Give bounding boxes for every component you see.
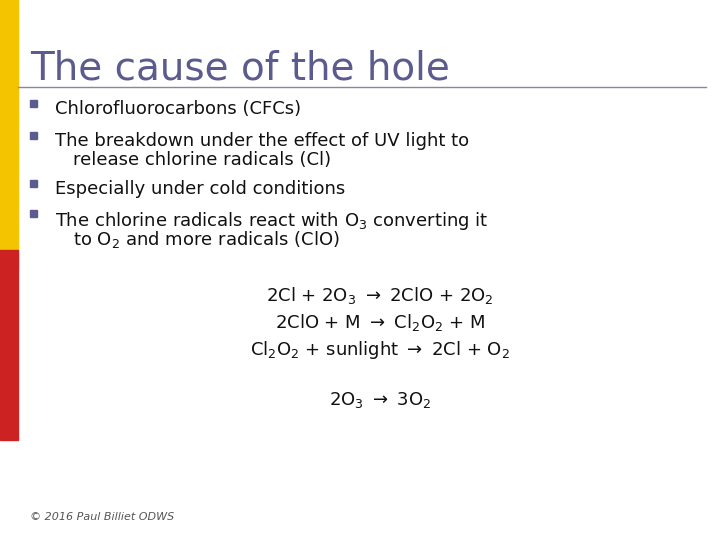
Text: © 2016 Paul Billiet ODWS: © 2016 Paul Billiet ODWS [30,512,174,522]
Text: 2O$_3$ $\rightarrow$ 3O$_2$: 2O$_3$ $\rightarrow$ 3O$_2$ [329,390,431,410]
Text: to O$_2$ and more radicals (ClO): to O$_2$ and more radicals (ClO) [73,229,340,250]
Text: The chlorine radicals react with O$_3$ converting it: The chlorine radicals react with O$_3$ c… [55,210,488,232]
Text: 2Cl + 2O$_3$ $\rightarrow$ 2ClO + 2O$_2$: 2Cl + 2O$_3$ $\rightarrow$ 2ClO + 2O$_2$ [266,285,494,306]
Text: release chlorine radicals (Cl): release chlorine radicals (Cl) [73,151,331,169]
Bar [0,250,18,440]
Bar [30,180,37,187]
Bar [0,0,18,270]
Text: Cl$_2$O$_2$ + sunlight $\rightarrow$ 2Cl + O$_2$: Cl$_2$O$_2$ + sunlight $\rightarrow$ 2Cl… [250,339,510,361]
Text: Chlorofluorocarbons (CFCs): Chlorofluorocarbons (CFCs) [55,100,301,118]
Text: The breakdown under the effect of UV light to: The breakdown under the effect of UV lig… [55,132,469,150]
Bar [30,210,37,217]
Text: 2ClO + M $\rightarrow$ Cl$_2$O$_2$ + M: 2ClO + M $\rightarrow$ Cl$_2$O$_2$ + M [275,312,485,333]
Bar [30,132,37,139]
Bar [30,100,37,107]
Text: The cause of the hole: The cause of the hole [30,50,450,88]
Text: Especially under cold conditions: Especially under cold conditions [55,180,346,198]
